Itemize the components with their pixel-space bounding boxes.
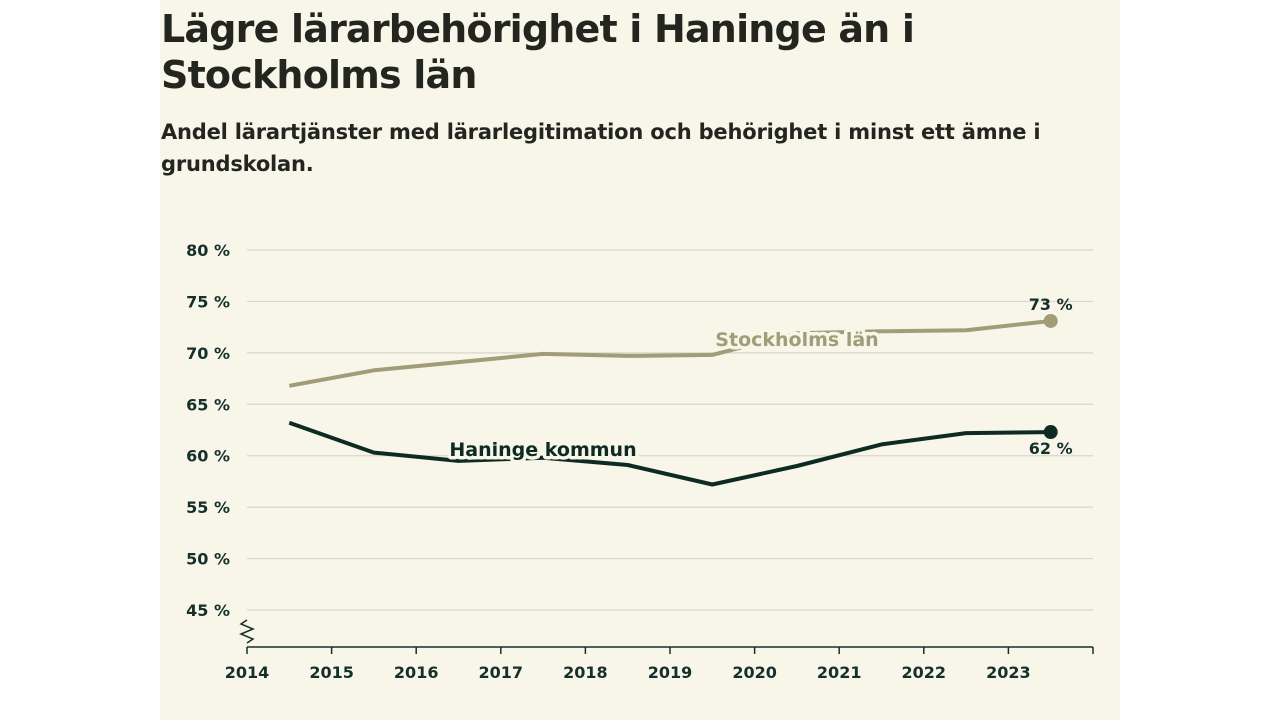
y-tick-label: 75 % — [186, 292, 230, 311]
x-tick-label: 2023 — [986, 663, 1031, 682]
x-tick-label: 2019 — [648, 663, 693, 682]
x-tick-label: 2016 — [394, 663, 439, 682]
y-tick-label: 70 % — [186, 344, 230, 363]
chart-subtitle: Andel lärartjänster med lärarlegitimatio… — [161, 120, 1041, 176]
x-tick-label: 2022 — [902, 663, 947, 682]
series-line-haninge — [288, 420, 1051, 487]
end-value-label-haninge: 62 % — [1029, 439, 1073, 458]
series-lines — [288, 313, 1058, 487]
axis-break-icon — [239, 619, 255, 644]
x-tick-label: 2020 — [732, 663, 777, 682]
end-marker-stockholm — [1043, 313, 1058, 328]
series-label-stockholm: Stockholms län — [715, 329, 878, 351]
y-tick-label: 55 % — [186, 498, 230, 517]
chart-panel — [160, 0, 1120, 720]
y-tick-label: 45 % — [186, 601, 230, 620]
axes: 80 % 75 % 70 % 65 % 60 % 55 % 50 % 45 % 2014 2015… — [186, 241, 1094, 682]
end-marker-haninge — [1043, 425, 1058, 440]
x-tick-label: 2017 — [479, 663, 524, 682]
chart-title: Lägre lärarbehörighet i Haninge än i Sto… — [161, 7, 915, 97]
series-label-haninge: Haninge kommun — [449, 439, 636, 461]
x-tick-label: 2018 — [563, 663, 608, 682]
series-line-stockholm — [288, 319, 1051, 388]
x-tick-label: 2021 — [817, 663, 862, 682]
end-value-label-stockholm: 73 % — [1029, 295, 1073, 314]
y-tick-label: 80 % — [186, 241, 230, 260]
y-tick-label: 65 % — [186, 395, 230, 414]
gridlines — [247, 249, 1093, 611]
labels: 73 % 62 % Stockholms län Haninge kommun — [446, 295, 1073, 465]
x-tick-label: 2015 — [309, 663, 354, 682]
x-tick-label: 2014 — [225, 663, 270, 682]
y-tick-label: 60 % — [186, 447, 230, 466]
y-tick-label: 50 % — [186, 550, 230, 569]
